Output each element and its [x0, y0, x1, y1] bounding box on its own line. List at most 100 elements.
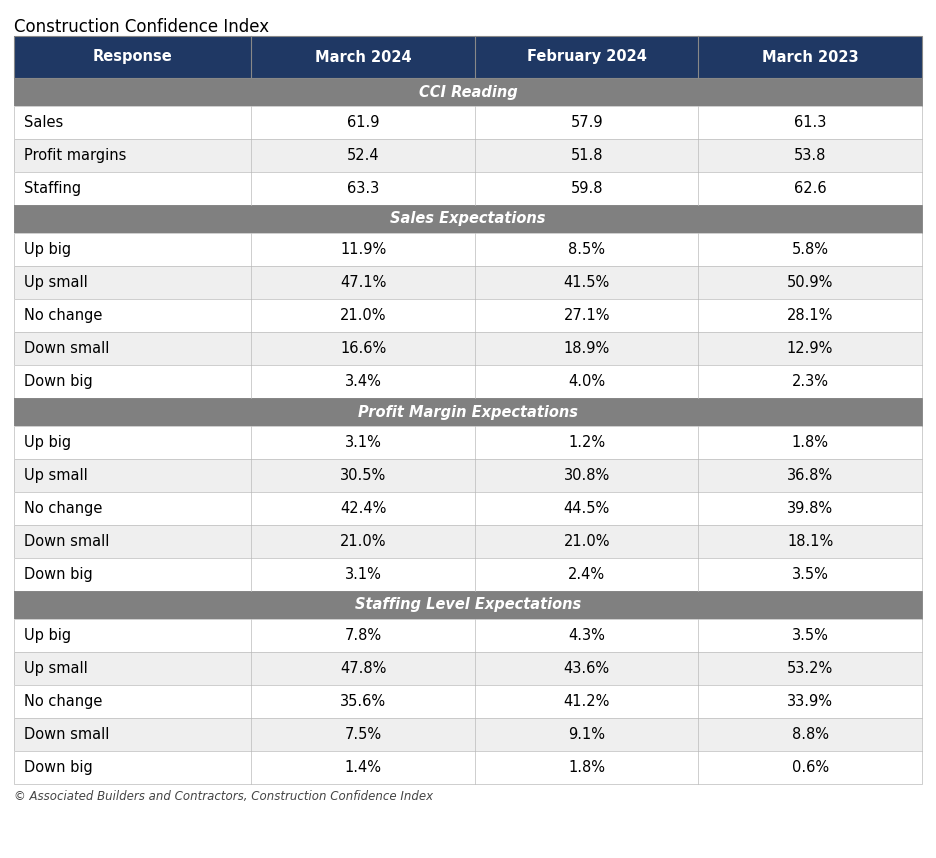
- Text: 7.8%: 7.8%: [344, 628, 382, 643]
- Bar: [14, 685, 922, 718]
- Bar: [698, 718, 922, 751]
- Bar: [475, 558, 698, 591]
- Bar: [252, 233, 475, 266]
- Bar: [698, 426, 922, 459]
- Text: 1.4%: 1.4%: [344, 760, 382, 775]
- Bar: [475, 266, 698, 299]
- Text: 18.9%: 18.9%: [563, 341, 609, 356]
- Text: Up small: Up small: [24, 275, 88, 290]
- Text: 53.2%: 53.2%: [787, 661, 833, 676]
- Text: Sales: Sales: [24, 115, 64, 130]
- Text: 28.1%: 28.1%: [787, 308, 833, 323]
- Bar: [475, 652, 698, 685]
- Text: Up small: Up small: [24, 468, 88, 483]
- Bar: [475, 426, 698, 459]
- Text: Down big: Down big: [24, 760, 93, 775]
- Text: 47.8%: 47.8%: [340, 661, 387, 676]
- Text: 41.5%: 41.5%: [563, 275, 609, 290]
- Bar: [698, 558, 922, 591]
- Bar: [475, 619, 698, 652]
- Text: 57.9: 57.9: [570, 115, 603, 130]
- Bar: [475, 492, 698, 525]
- Text: 3.5%: 3.5%: [792, 567, 828, 582]
- Text: Sales Expectations: Sales Expectations: [390, 212, 546, 227]
- Bar: [14, 78, 922, 106]
- Text: 21.0%: 21.0%: [340, 534, 387, 549]
- Bar: [475, 718, 698, 751]
- Bar: [14, 172, 252, 205]
- Bar: [14, 685, 252, 718]
- Text: 1.2%: 1.2%: [568, 435, 606, 450]
- Bar: [698, 139, 922, 172]
- Text: Down small: Down small: [24, 727, 110, 742]
- Text: 33.9%: 33.9%: [787, 694, 833, 709]
- Text: 8.5%: 8.5%: [568, 242, 606, 257]
- Bar: [14, 332, 252, 365]
- Text: March 2024: March 2024: [314, 50, 412, 64]
- Text: 62.6: 62.6: [794, 181, 826, 196]
- Text: 51.8: 51.8: [570, 148, 603, 163]
- Text: 0.6%: 0.6%: [792, 760, 828, 775]
- Bar: [14, 426, 922, 459]
- Bar: [475, 751, 698, 784]
- Text: 42.4%: 42.4%: [340, 501, 387, 516]
- Text: March 2023: March 2023: [762, 50, 858, 64]
- Text: 3.4%: 3.4%: [344, 374, 382, 389]
- Text: 9.1%: 9.1%: [568, 727, 606, 742]
- Text: 3.1%: 3.1%: [344, 435, 382, 450]
- Bar: [252, 332, 475, 365]
- Bar: [475, 139, 698, 172]
- Text: 36.8%: 36.8%: [787, 468, 833, 483]
- Bar: [698, 172, 922, 205]
- Bar: [14, 139, 922, 172]
- Bar: [14, 558, 922, 591]
- Text: 63.3: 63.3: [347, 181, 379, 196]
- Bar: [698, 332, 922, 365]
- Text: 30.5%: 30.5%: [340, 468, 387, 483]
- Bar: [14, 751, 922, 784]
- Bar: [14, 365, 922, 398]
- Text: Up big: Up big: [24, 435, 71, 450]
- Bar: [698, 685, 922, 718]
- Bar: [252, 459, 475, 492]
- Bar: [698, 365, 922, 398]
- Bar: [14, 525, 252, 558]
- Text: 44.5%: 44.5%: [563, 501, 609, 516]
- Bar: [14, 78, 922, 106]
- Text: No change: No change: [24, 694, 102, 709]
- Text: 11.9%: 11.9%: [340, 242, 387, 257]
- Text: February 2024: February 2024: [527, 50, 647, 64]
- Text: Up big: Up big: [24, 242, 71, 257]
- Text: 16.6%: 16.6%: [340, 341, 387, 356]
- Bar: [14, 525, 922, 558]
- Bar: [14, 266, 252, 299]
- Bar: [252, 718, 475, 751]
- Bar: [14, 106, 922, 139]
- Text: 52.4: 52.4: [347, 148, 379, 163]
- Text: 59.8: 59.8: [570, 181, 603, 196]
- Bar: [14, 398, 922, 426]
- Bar: [14, 233, 922, 266]
- Text: Staffing Level Expectations: Staffing Level Expectations: [355, 597, 581, 613]
- Bar: [252, 685, 475, 718]
- Bar: [698, 266, 922, 299]
- Bar: [475, 233, 698, 266]
- Bar: [698, 492, 922, 525]
- Text: No change: No change: [24, 308, 102, 323]
- Bar: [14, 591, 922, 619]
- Text: 2.3%: 2.3%: [792, 374, 828, 389]
- Bar: [14, 459, 922, 492]
- Bar: [14, 172, 922, 205]
- Text: Down big: Down big: [24, 374, 93, 389]
- Text: Profit Margin Expectations: Profit Margin Expectations: [358, 404, 578, 420]
- Bar: [14, 718, 252, 751]
- Bar: [14, 619, 252, 652]
- Bar: [14, 36, 252, 78]
- Bar: [252, 751, 475, 784]
- Bar: [475, 332, 698, 365]
- Text: 18.1%: 18.1%: [787, 534, 833, 549]
- Bar: [14, 492, 252, 525]
- Text: Down small: Down small: [24, 534, 110, 549]
- Bar: [698, 459, 922, 492]
- Text: 47.1%: 47.1%: [340, 275, 387, 290]
